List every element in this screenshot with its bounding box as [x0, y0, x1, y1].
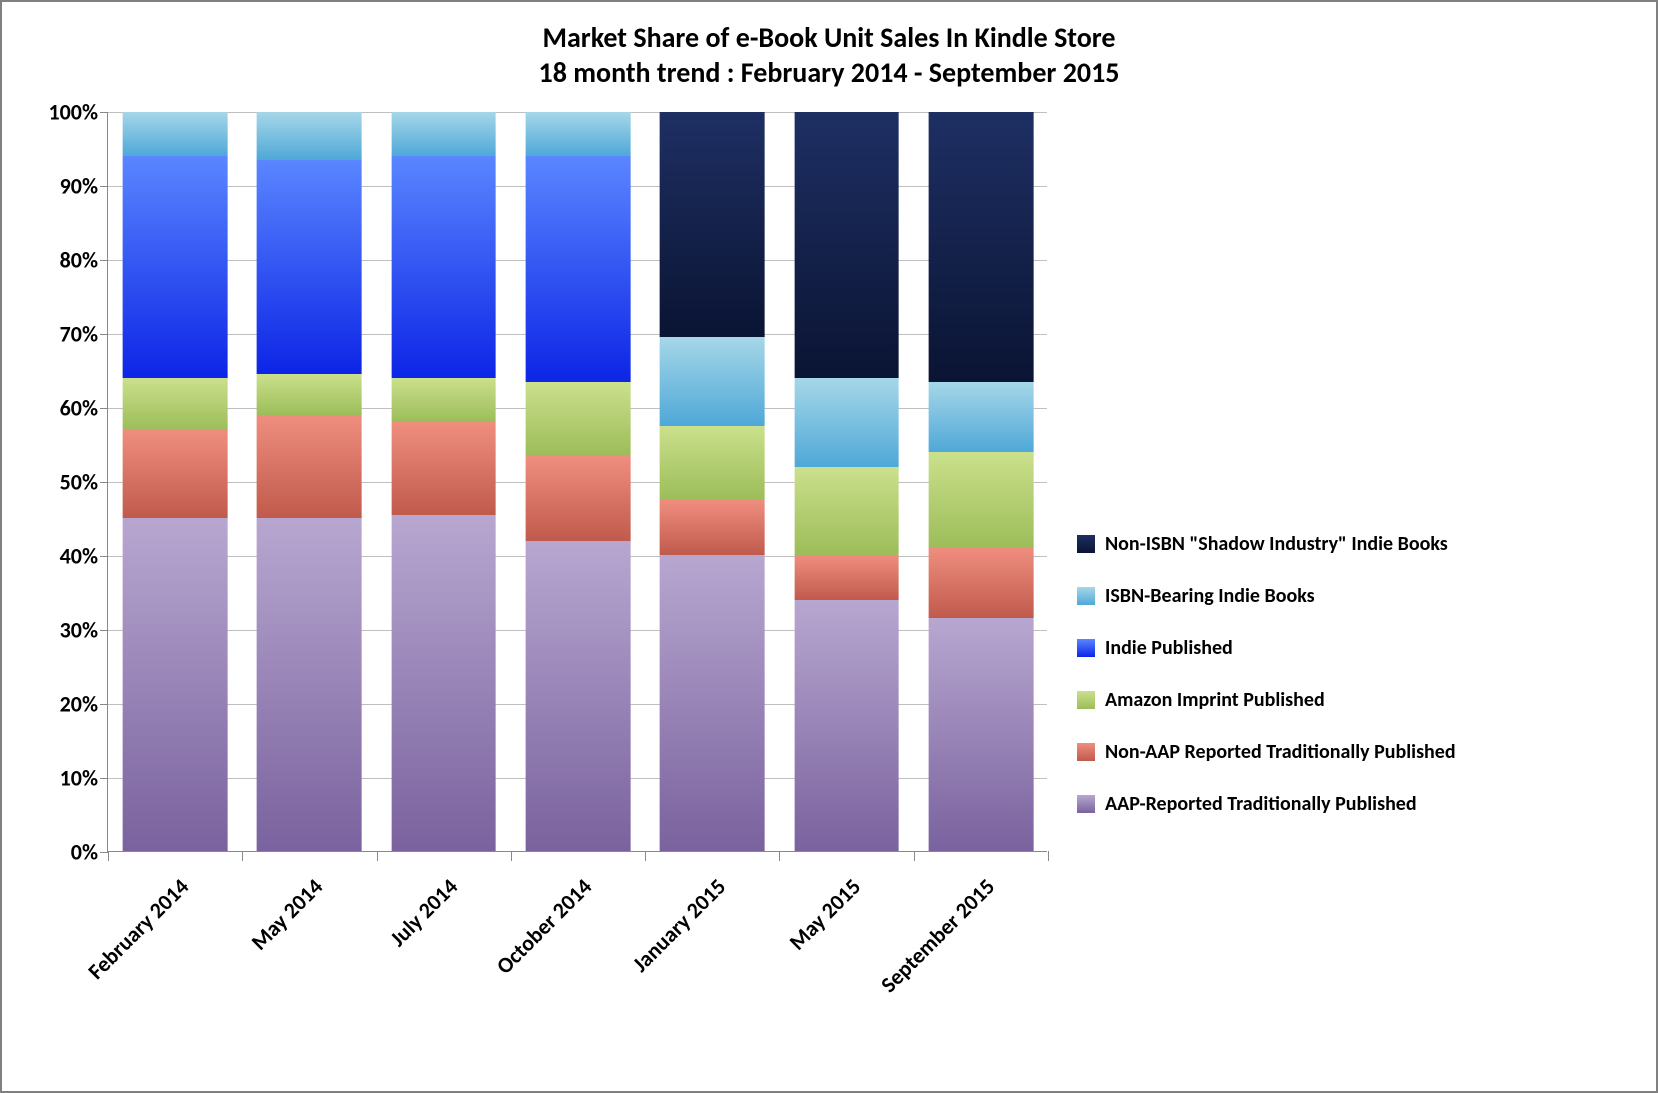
bar-segment-non_aap: [391, 422, 496, 514]
x-tick: [108, 851, 109, 861]
y-axis-label: 90%: [60, 173, 98, 200]
stacked-bar: [660, 112, 765, 851]
legend-item-indie: Indie Published: [1077, 636, 1456, 660]
y-axis-label: 100%: [49, 99, 99, 126]
legend-label: ISBN-Bearing Indie Books: [1105, 584, 1315, 608]
bar-segment-amazon: [660, 426, 765, 500]
legend-swatch: [1077, 795, 1095, 813]
bar-segment-aap: [660, 555, 765, 851]
y-axis-label: 40%: [60, 543, 98, 570]
bar-segment-amazon: [123, 378, 228, 430]
bar-slot: [511, 112, 645, 851]
bar-segment-aap: [526, 541, 631, 851]
legend-item-isbn_indie: ISBN-Bearing Indie Books: [1077, 584, 1456, 608]
legend-item-non_isbn: Non-ISBN "Shadow Industry" Indie Books: [1077, 532, 1456, 556]
bar-segment-non_aap: [660, 500, 765, 555]
bar-slot: [914, 112, 1048, 851]
x-tick: [645, 851, 646, 861]
bar-segment-isbn_indie: [794, 378, 899, 467]
legend-swatch: [1077, 587, 1095, 605]
y-axis-label: 0%: [71, 839, 98, 866]
chart-title-line1: Market Share of e-Book Unit Sales In Kin…: [2, 20, 1656, 55]
chart-title-line2: 18 month trend : February 2014 - Septemb…: [2, 55, 1656, 90]
bar-segment-amazon: [794, 467, 899, 556]
bar-segment-aap: [928, 618, 1033, 851]
bar-segment-indie: [526, 156, 631, 381]
bar-segment-non_aap: [526, 456, 631, 541]
legend-item-aap: AAP-Reported Traditionally Published: [1077, 792, 1456, 816]
y-axis-label: 60%: [60, 395, 98, 422]
stacked-bar: [391, 112, 496, 851]
y-axis-label: 70%: [60, 321, 98, 348]
bar-segment-non_isbn: [660, 112, 765, 337]
bar-segment-non_aap: [123, 430, 228, 519]
x-tick: [779, 851, 780, 861]
x-axis-label: May 2014: [246, 873, 329, 956]
bar-segment-isbn_indie: [526, 112, 631, 156]
bar-segment-isbn_indie: [257, 112, 362, 160]
legend: Non-ISBN "Shadow Industry" Indie Books IS…: [1077, 532, 1456, 844]
stacked-bar: [526, 112, 631, 851]
plot-area: 0%10%20%30%40%50%60%70%80%90%100%Februar…: [107, 112, 1047, 852]
bar-segment-isbn_indie: [928, 382, 1033, 452]
x-axis-label: May 2015: [783, 873, 866, 956]
bar-segment-non_isbn: [928, 112, 1033, 382]
bar-segment-amazon: [526, 382, 631, 456]
chart-title: Market Share of e-Book Unit Sales In Kin…: [2, 20, 1656, 90]
bar-segment-aap: [794, 600, 899, 851]
y-axis-label: 20%: [60, 691, 98, 718]
bar-segment-non_aap: [794, 555, 899, 599]
bar-segment-aap: [391, 515, 496, 851]
bar-slot: [242, 112, 376, 851]
legend-swatch: [1077, 535, 1095, 553]
bar-slot: [779, 112, 913, 851]
bar-segment-amazon: [391, 378, 496, 422]
bar-segment-indie: [123, 156, 228, 378]
stacked-bar: [123, 112, 228, 851]
bar-segment-amazon: [928, 452, 1033, 548]
y-axis-label: 30%: [60, 617, 98, 644]
bar-slot: [108, 112, 242, 851]
legend-item-non_aap: Non-AAP Reported Traditionally Published: [1077, 740, 1456, 764]
stacked-bar: [257, 112, 362, 851]
bar-segment-aap: [123, 518, 228, 851]
bar-segment-aap: [257, 518, 362, 851]
x-tick: [377, 851, 378, 861]
bar-segment-indie: [257, 160, 362, 374]
bar-segment-non_aap: [928, 548, 1033, 618]
bar-segment-indie: [391, 156, 496, 378]
y-axis-label: 10%: [60, 765, 98, 792]
bar-segment-non_aap: [257, 415, 362, 518]
bar-slot: [645, 112, 779, 851]
legend-label: AAP-Reported Traditionally Published: [1105, 792, 1417, 816]
bar-segment-non_isbn: [794, 112, 899, 378]
bar-segment-amazon: [257, 374, 362, 415]
x-tick: [511, 851, 512, 861]
y-axis-label: 80%: [60, 247, 98, 274]
legend-item-amazon: Amazon Imprint Published: [1077, 688, 1456, 712]
x-axis-label: February 2014: [82, 873, 194, 985]
legend-label: Amazon Imprint Published: [1105, 688, 1325, 712]
bar-slot: [377, 112, 511, 851]
bar-segment-isbn_indie: [123, 112, 228, 156]
legend-label: Non-ISBN "Shadow Industry" Indie Books: [1105, 532, 1448, 556]
x-axis-label: September 2015: [875, 873, 1000, 998]
x-axis-label: January 2015: [627, 873, 731, 977]
y-axis-label: 50%: [60, 469, 98, 496]
stacked-bar: [928, 112, 1033, 851]
legend-label: Non-AAP Reported Traditionally Published: [1105, 740, 1456, 764]
legend-swatch: [1077, 743, 1095, 761]
bar-segment-isbn_indie: [391, 112, 496, 156]
x-axis-label: October 2014: [491, 873, 597, 979]
stacked-bar: [794, 112, 899, 851]
chart-frame: Market Share of e-Book Unit Sales In Kin…: [0, 0, 1658, 1093]
legend-swatch: [1077, 639, 1095, 657]
legend-swatch: [1077, 691, 1095, 709]
x-tick: [242, 851, 243, 861]
bar-segment-isbn_indie: [660, 337, 765, 426]
legend-label: Indie Published: [1105, 636, 1233, 660]
x-tick: [914, 851, 915, 861]
x-axis-label: July 2014: [384, 873, 463, 952]
